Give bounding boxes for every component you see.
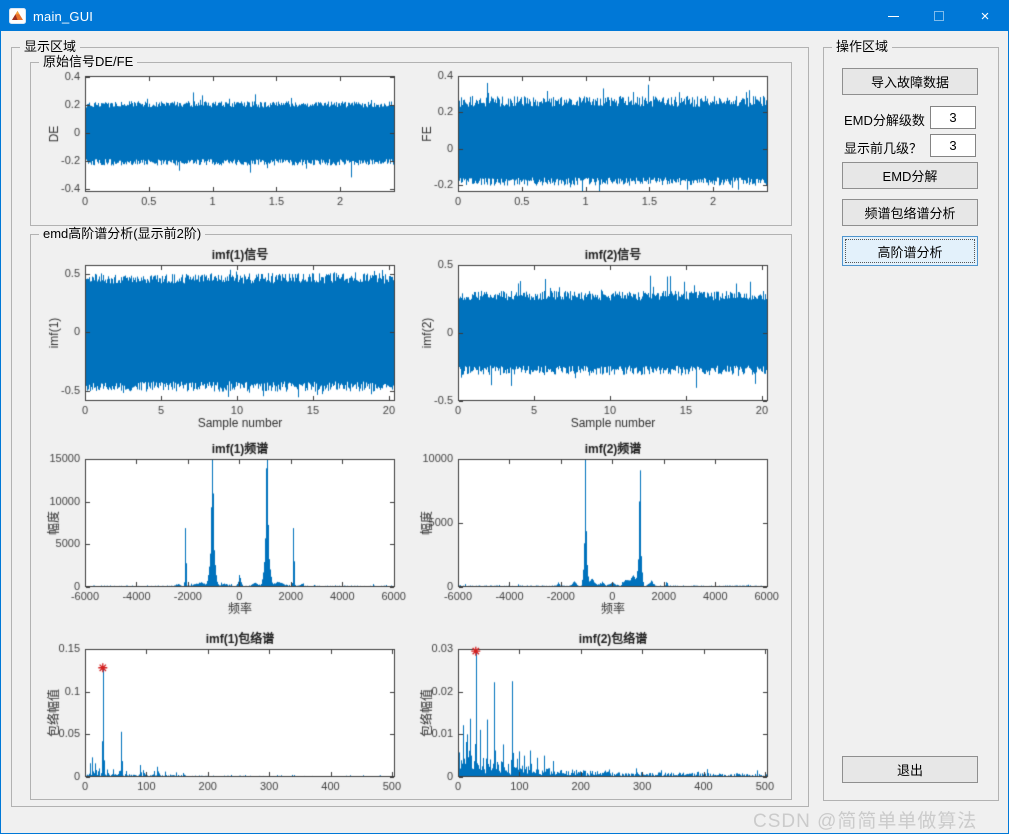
emd-decompose-button[interactable]: EMD分解 [842, 162, 978, 189]
raw-signal-group-label: 原始信号DE/FE [39, 54, 138, 70]
emd-levels-input[interactable] [930, 106, 976, 129]
import-data-button[interactable]: 导入故障数据 [842, 68, 978, 95]
fe-signal-plot [414, 68, 786, 220]
titlebar: main_GUI × [1, 1, 1008, 31]
maximize-button[interactable] [916, 1, 962, 31]
display-panel: 显示区域 原始信号DE/FE emd高阶谱分析(显示前2阶) [11, 39, 809, 807]
minimize-button[interactable] [870, 1, 916, 31]
exit-button[interactable]: 退出 [842, 756, 978, 783]
show-levels-input[interactable] [930, 134, 976, 157]
show-levels-label: 显示前几级？ [844, 141, 923, 156]
display-panel-label: 显示区域 [20, 39, 81, 55]
raw-signal-group: 原始信号DE/FE [30, 54, 792, 226]
window-controls: × [870, 1, 1008, 31]
higher-order-spectrum-button[interactable]: 高阶谱分析 [842, 236, 978, 266]
matlab-app-icon [9, 8, 26, 24]
watermark: CSDN @简简单单做算法 [753, 811, 978, 832]
control-panel: 操作区域 导入故障数据 EMD分解级数 显示前几级？ EMD分解 频谱包络谱分析… [823, 39, 999, 801]
control-panel-label: 操作区域 [832, 39, 893, 55]
emd-analysis-group-label: emd高阶谱分析(显示前2阶) [39, 226, 206, 242]
window-title: main_GUI [33, 8, 94, 24]
de-signal-plot [41, 68, 413, 220]
imf2-envelope-plot [414, 627, 786, 799]
imf2-spectrum-plot [414, 441, 786, 625]
imf2-signal-plot [414, 245, 786, 441]
imf1-spectrum-plot [41, 441, 413, 625]
emd-analysis-group: emd高阶谱分析(显示前2阶) [30, 226, 792, 800]
close-icon: × [980, 7, 990, 25]
minimize-icon [887, 15, 899, 17]
close-button[interactable]: × [962, 1, 1008, 31]
emd-levels-label: EMD分解级数 [844, 113, 925, 128]
imf1-signal-plot [41, 245, 413, 441]
imf1-envelope-plot [41, 627, 413, 799]
maximize-icon [934, 11, 944, 21]
spectrum-envelope-button[interactable]: 频谱包络谱分析 [842, 199, 978, 226]
